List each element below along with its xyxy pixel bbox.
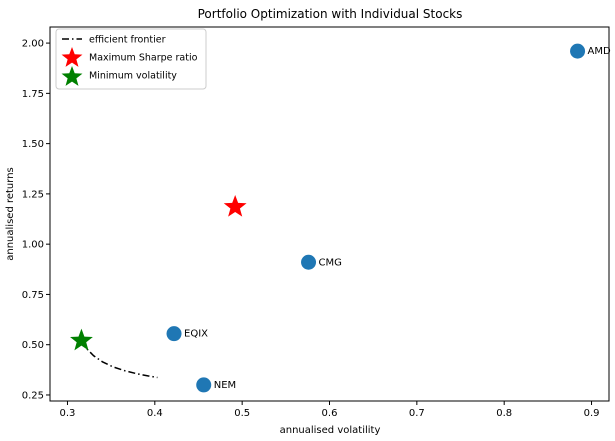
- legend-label: Maximum Sharpe ratio: [89, 53, 198, 64]
- legend-label: efficient frontier: [89, 35, 166, 46]
- data-marks: AMD CMG EQIX NEM: [70, 43, 611, 393]
- x-tick-label: 0.3: [60, 408, 76, 419]
- y-tick-label: 2.00: [22, 39, 44, 50]
- y-tick-label: 0.50: [22, 340, 44, 351]
- minimum-volatility-star: [70, 328, 93, 351]
- y-tick-label: 0.75: [22, 290, 44, 301]
- efficient-frontier-line: [80, 340, 158, 379]
- y-tick-label: 1.75: [22, 89, 44, 100]
- y-tick-label: 1.25: [22, 189, 44, 200]
- y-axis-label: annualised returns: [5, 167, 16, 261]
- y-tick-label: 1.00: [22, 240, 44, 251]
- stock-label: NEM: [214, 380, 236, 391]
- y-tick-label: 1.50: [22, 139, 44, 150]
- x-axis: 0.3 0.4 0.5 0.6 0.7 0.8 0.9: [60, 401, 600, 419]
- stock-label: AMD: [588, 46, 611, 57]
- legend-star-swatch: [61, 66, 83, 86]
- stock-point: [301, 254, 317, 270]
- stock-point: [196, 377, 212, 393]
- x-axis-label: annualised volatility: [280, 425, 381, 436]
- stock-point: [166, 326, 182, 342]
- y-axis: 0.25 0.50 0.75 1.00 1.25 1.50 1.75 2.00: [22, 39, 50, 401]
- stock-label: EQIX: [184, 329, 208, 340]
- x-tick-label: 0.6: [322, 408, 338, 419]
- x-tick-label: 0.4: [147, 408, 163, 419]
- stock-label: CMG: [319, 257, 342, 268]
- x-tick-label: 0.5: [234, 408, 250, 419]
- maximum-sharpe-ratio-star: [223, 194, 247, 217]
- x-tick-label: 0.9: [584, 408, 600, 419]
- y-tick-label: 0.25: [22, 390, 44, 401]
- stock-point: [570, 43, 586, 59]
- legend-label: Minimum volatility: [89, 71, 177, 82]
- x-tick-label: 0.8: [496, 408, 512, 419]
- legend-box: [55, 28, 207, 90]
- legend-star-swatch: [61, 47, 83, 67]
- chart-title: Portfolio Optimization with Individual S…: [198, 7, 463, 21]
- legend: efficient frontier Maximum Sharpe ratio Mi…: [55, 28, 207, 90]
- x-tick-label: 0.7: [409, 408, 425, 419]
